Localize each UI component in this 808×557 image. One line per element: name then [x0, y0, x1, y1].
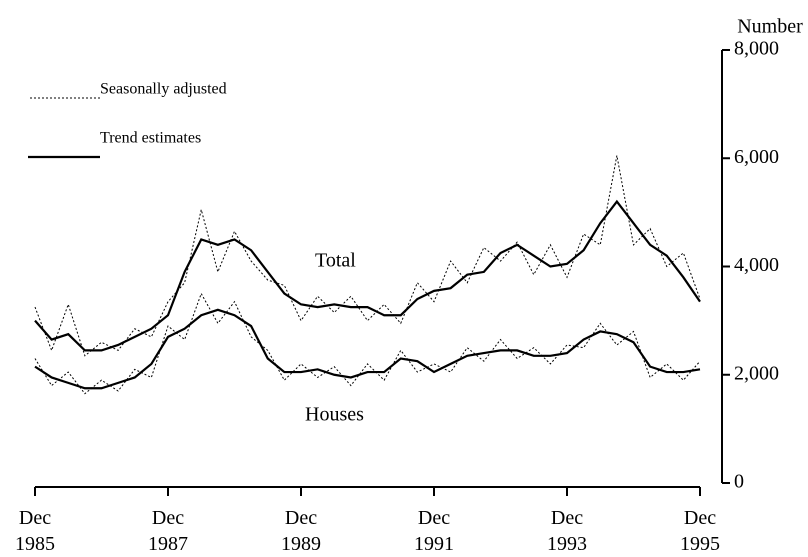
- y-tick-label: 6,000: [734, 146, 779, 168]
- y-axis-label: Number: [737, 16, 803, 38]
- legend-label: Trend estimates: [100, 130, 201, 147]
- annotation: Total: [315, 250, 356, 272]
- legend-label: Seasonally adjusted: [100, 81, 227, 98]
- x-tick-label: Dec 1991: [414, 507, 454, 555]
- x-tick-label: Dec 1993: [547, 507, 587, 555]
- x-tick-label: Dec 1987: [148, 507, 188, 555]
- x-tick-label: Dec 1985: [15, 507, 55, 555]
- series-line: [34, 292, 701, 395]
- y-tick-label: 8,000: [734, 38, 779, 60]
- series-line: [34, 155, 701, 357]
- series-line: [34, 308, 701, 390]
- y-tick-label: 0: [734, 471, 744, 493]
- series-line: [34, 199, 701, 352]
- x-tick-label: Dec 1989: [281, 507, 321, 555]
- y-tick-label: 2,000: [734, 362, 779, 384]
- annotation: Houses: [305, 404, 364, 426]
- y-tick-label: 4,000: [734, 254, 779, 276]
- x-tick-label: Dec 1995: [680, 507, 720, 555]
